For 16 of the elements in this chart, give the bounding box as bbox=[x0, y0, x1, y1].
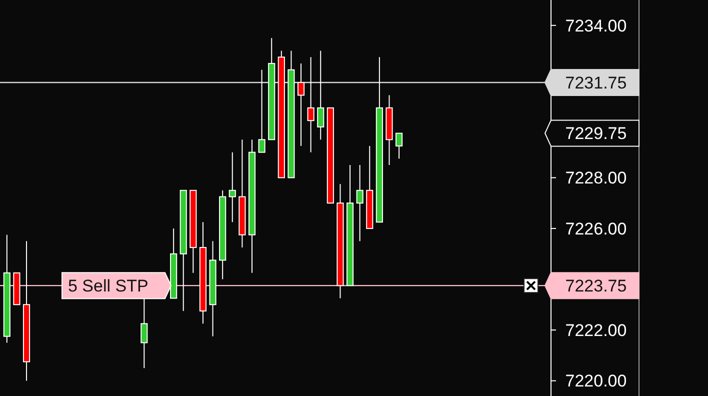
ref-line-label: 7231.75 bbox=[565, 73, 627, 92]
y-tick-label: 7220.00 bbox=[565, 372, 627, 391]
y-tick-label: 7222.00 bbox=[565, 320, 627, 340]
candlestick bbox=[356, 164, 364, 242]
candlestick bbox=[317, 50, 324, 140]
annotation: 5 Sell STP bbox=[68, 276, 148, 296]
y-tick-label: 7226.00 bbox=[565, 219, 627, 238]
candlestick bbox=[396, 132, 403, 160]
y-tick-label: 7234.00 bbox=[565, 16, 627, 36]
candlestick bbox=[258, 69, 266, 153]
candlestick bbox=[307, 56, 314, 153]
candlestick bbox=[297, 62, 305, 146]
candlestick bbox=[228, 152, 236, 223]
y-tick-label: 7228.00 bbox=[565, 168, 627, 188]
ref-line-label: 7223.75 bbox=[565, 276, 627, 296]
text: 7229.75 bbox=[565, 124, 627, 144]
